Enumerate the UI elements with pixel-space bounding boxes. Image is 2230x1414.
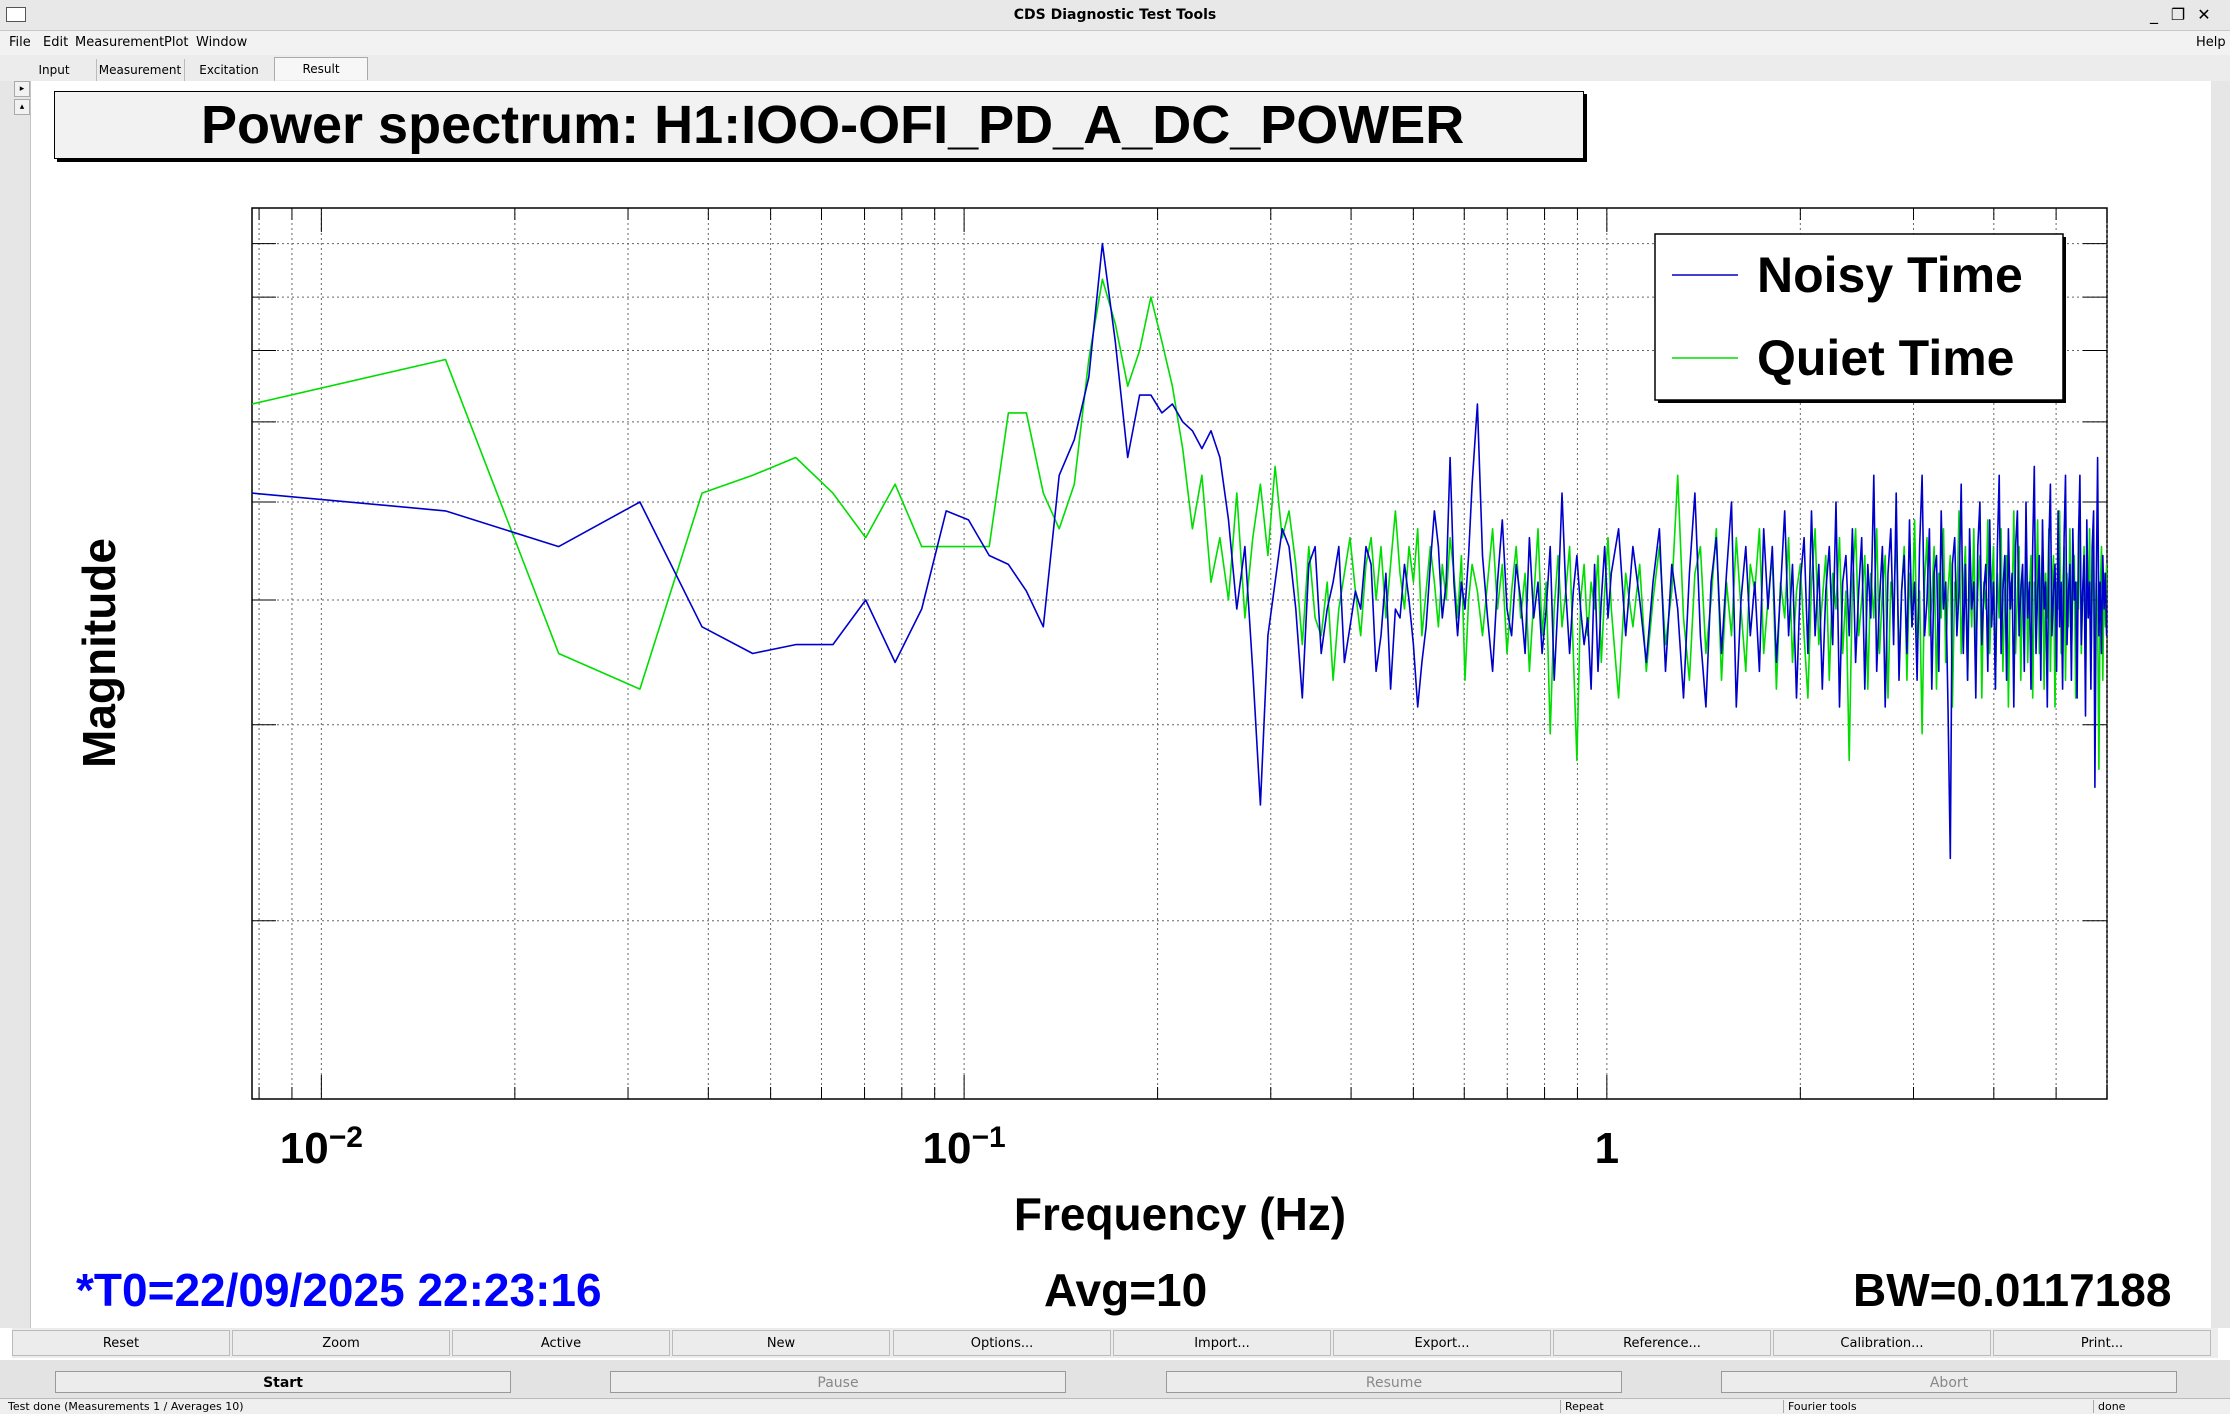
x-axis-label: Frequency (Hz) [1014,1188,1346,1240]
menu-bar: File Edit Measurement Plot Window Help [0,31,2230,56]
restore-icon[interactable]: ❐ [2170,5,2186,24]
status-tools: Fourier tools [1783,1400,1857,1413]
bandwidth-readout: BW=0.0117188 [1853,1264,2172,1316]
menu-measurement[interactable]: Measurement [75,35,165,50]
x-tick-label-exponent: −1 [971,1121,1005,1154]
print-button[interactable]: Print... [1993,1330,2211,1356]
export-button[interactable]: Export... [1333,1330,1551,1356]
tab-bar: Input Measurement Excitation Result [0,55,2230,81]
legend: Noisy Time Quiet Time [1654,233,2066,403]
series-line-noisy-time [252,242,2107,860]
x-tick-label-exponent: −2 [329,1121,363,1154]
legend-shadow-side [2063,237,2066,403]
window-title-bar: CDS Diagnostic Test Tools _ ❐ ✕ [0,0,2230,31]
menu-help[interactable]: Help [2196,35,2226,50]
x-tick-label: 10−1 [923,1121,1006,1173]
calibration-button[interactable]: Calibration... [1773,1330,1991,1356]
status-state: done [2093,1400,2125,1413]
collapse-arrow-icon[interactable]: ▴ [14,99,30,115]
legend-label-noisy: Noisy Time [1757,247,2023,303]
tab-measurement[interactable]: Measurement [96,59,185,81]
legend-shadow [1658,400,2066,403]
window-title: CDS Diagnostic Test Tools [1013,7,1217,23]
status-bar: Test done (Measurements 1 / Averages 10)… [0,1398,2230,1414]
menu-plot[interactable]: Plot [164,35,189,50]
x-tick-label: 1 [1595,1124,1619,1173]
expand-arrow-icon[interactable]: ▸ [14,81,30,97]
menu-edit[interactable]: Edit [43,35,69,50]
left-gutter: ▸ ▴ [0,81,31,1328]
legend-label-quiet: Quiet Time [1757,330,2014,386]
new-button[interactable]: New [672,1330,890,1356]
averages-readout: Avg=10 [1044,1264,1208,1316]
x-tick-labels: 10−2 10−1 1 [280,1121,1619,1173]
axis-ticks [252,208,2108,1099]
close-icon[interactable]: ✕ [2197,5,2211,24]
legend-box [1654,233,2064,401]
reference-button[interactable]: Reference... [1553,1330,1771,1356]
tab-result[interactable]: Result [274,57,368,80]
t0-timestamp: *T0=22/09/2025 22:23:16 [76,1264,602,1316]
plot-title: Power spectrum: H1:IOO-OFI_PD_A_DC_POWER [54,91,1584,159]
status-message: Test done (Measurements 1 / Averages 10) [8,1400,244,1413]
pause-button[interactable]: Pause [610,1371,1066,1393]
minimize-icon[interactable]: _ [2150,5,2158,24]
active-button[interactable]: Active [452,1330,670,1356]
series-lines [252,242,2107,860]
start-button[interactable]: Start [55,1371,511,1393]
tab-input[interactable]: Input [12,59,97,81]
import-button[interactable]: Import... [1113,1330,1331,1356]
menu-file[interactable]: File [9,35,31,50]
y-axis-label: Magnitude [73,538,125,768]
resume-button[interactable]: Resume [1166,1371,1622,1393]
abort-button[interactable]: Abort [1721,1371,2177,1393]
zoom-button[interactable]: Zoom [232,1330,450,1356]
reset-button[interactable]: Reset [12,1330,230,1356]
options-button[interactable]: Options... [893,1330,1111,1356]
menu-window[interactable]: Window [196,35,248,50]
x-tick-label: 10−2 [280,1121,363,1173]
status-repeat: Repeat [1560,1400,1604,1413]
right-gutter [2211,81,2230,1328]
window-menu-icon[interactable] [6,7,26,22]
